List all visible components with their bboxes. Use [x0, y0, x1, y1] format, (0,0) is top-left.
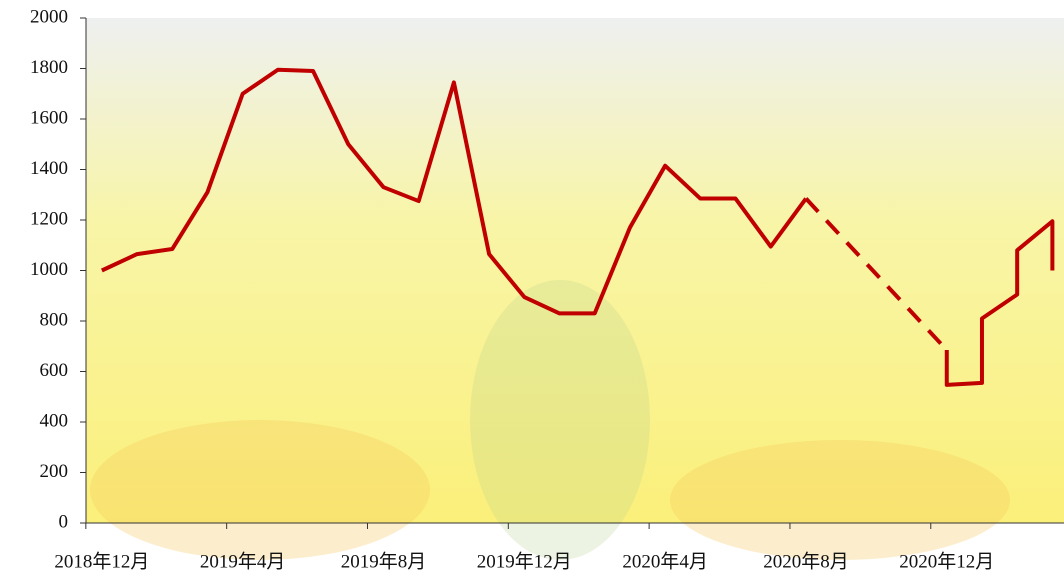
y-tick-label: 200: [40, 461, 69, 482]
x-tick-label: 2019年12月: [477, 550, 572, 572]
chart: 0 200 400 600 800 1000 1200 1400 1600 1800 2000 201…: [0, 0, 1064, 576]
background-decoration: [470, 280, 650, 560]
y-tick-label: 1800: [30, 57, 68, 78]
y-tick-label: 1000: [30, 259, 68, 280]
x-tick-label: 2018年12月: [54, 550, 149, 572]
x-tick-label: 2019年8月: [341, 550, 427, 572]
y-tick-label: 400: [40, 410, 69, 431]
x-tick-label: 2020年12月: [899, 550, 994, 572]
y-tick-label: 0: [59, 511, 69, 532]
y-tick-label: 2000: [30, 6, 68, 27]
background-decoration: [90, 420, 430, 560]
x-tick-label: 2019年4月: [200, 550, 286, 572]
y-tick-label: 800: [40, 309, 69, 330]
page: {"chart_data": {"type": "line", "color":…: [0, 0, 1064, 576]
x-tick-label: 2020年8月: [763, 550, 849, 572]
x-tick-label: 2020年4月: [622, 550, 708, 572]
y-tick-label: 600: [40, 360, 69, 381]
background-decoration: [670, 440, 1010, 560]
y-tick-label: 1400: [30, 158, 68, 179]
y-tick-label: 1200: [30, 208, 68, 229]
y-tick-label: 1600: [30, 107, 68, 128]
